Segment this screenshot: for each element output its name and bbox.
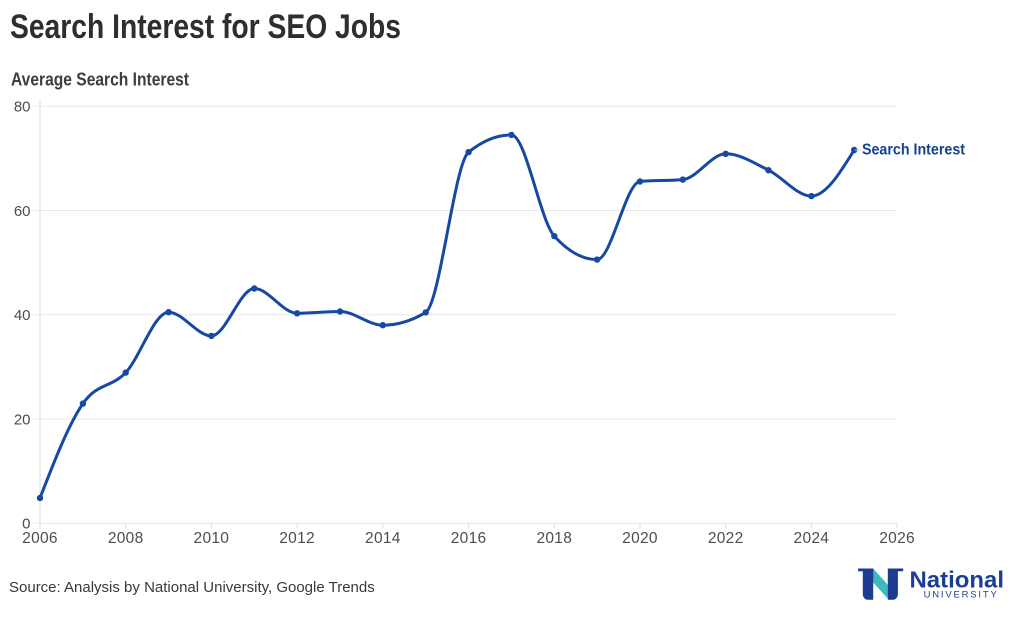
svg-text:National: National xyxy=(910,567,1005,593)
svg-text:2022: 2022 xyxy=(708,530,744,547)
svg-text:Source: Analysis by National U: Source: Analysis by National University,… xyxy=(9,579,375,596)
svg-text:0: 0 xyxy=(22,516,30,533)
svg-text:60: 60 xyxy=(14,203,31,220)
svg-text:2020: 2020 xyxy=(622,530,658,547)
svg-text:2026: 2026 xyxy=(879,530,915,547)
svg-text:80: 80 xyxy=(14,99,31,116)
svg-text:2006: 2006 xyxy=(22,530,58,547)
svg-text:2012: 2012 xyxy=(279,530,315,547)
svg-text:2008: 2008 xyxy=(108,530,144,547)
svg-text:20: 20 xyxy=(14,411,31,428)
svg-text:Search Interest: Search Interest xyxy=(862,142,965,159)
svg-text:40: 40 xyxy=(14,307,31,324)
svg-text:2010: 2010 xyxy=(194,530,230,547)
svg-text:2016: 2016 xyxy=(451,530,487,547)
svg-text:Average Search Interest: Average Search Interest xyxy=(11,70,189,90)
svg-text:2024: 2024 xyxy=(794,530,830,547)
svg-text:UNIVERSITY: UNIVERSITY xyxy=(924,590,999,601)
svg-text:2018: 2018 xyxy=(536,530,572,547)
svg-text:2014: 2014 xyxy=(365,530,401,547)
svg-text:Search Interest for SEO Jobs: Search Interest for SEO Jobs xyxy=(10,8,401,46)
